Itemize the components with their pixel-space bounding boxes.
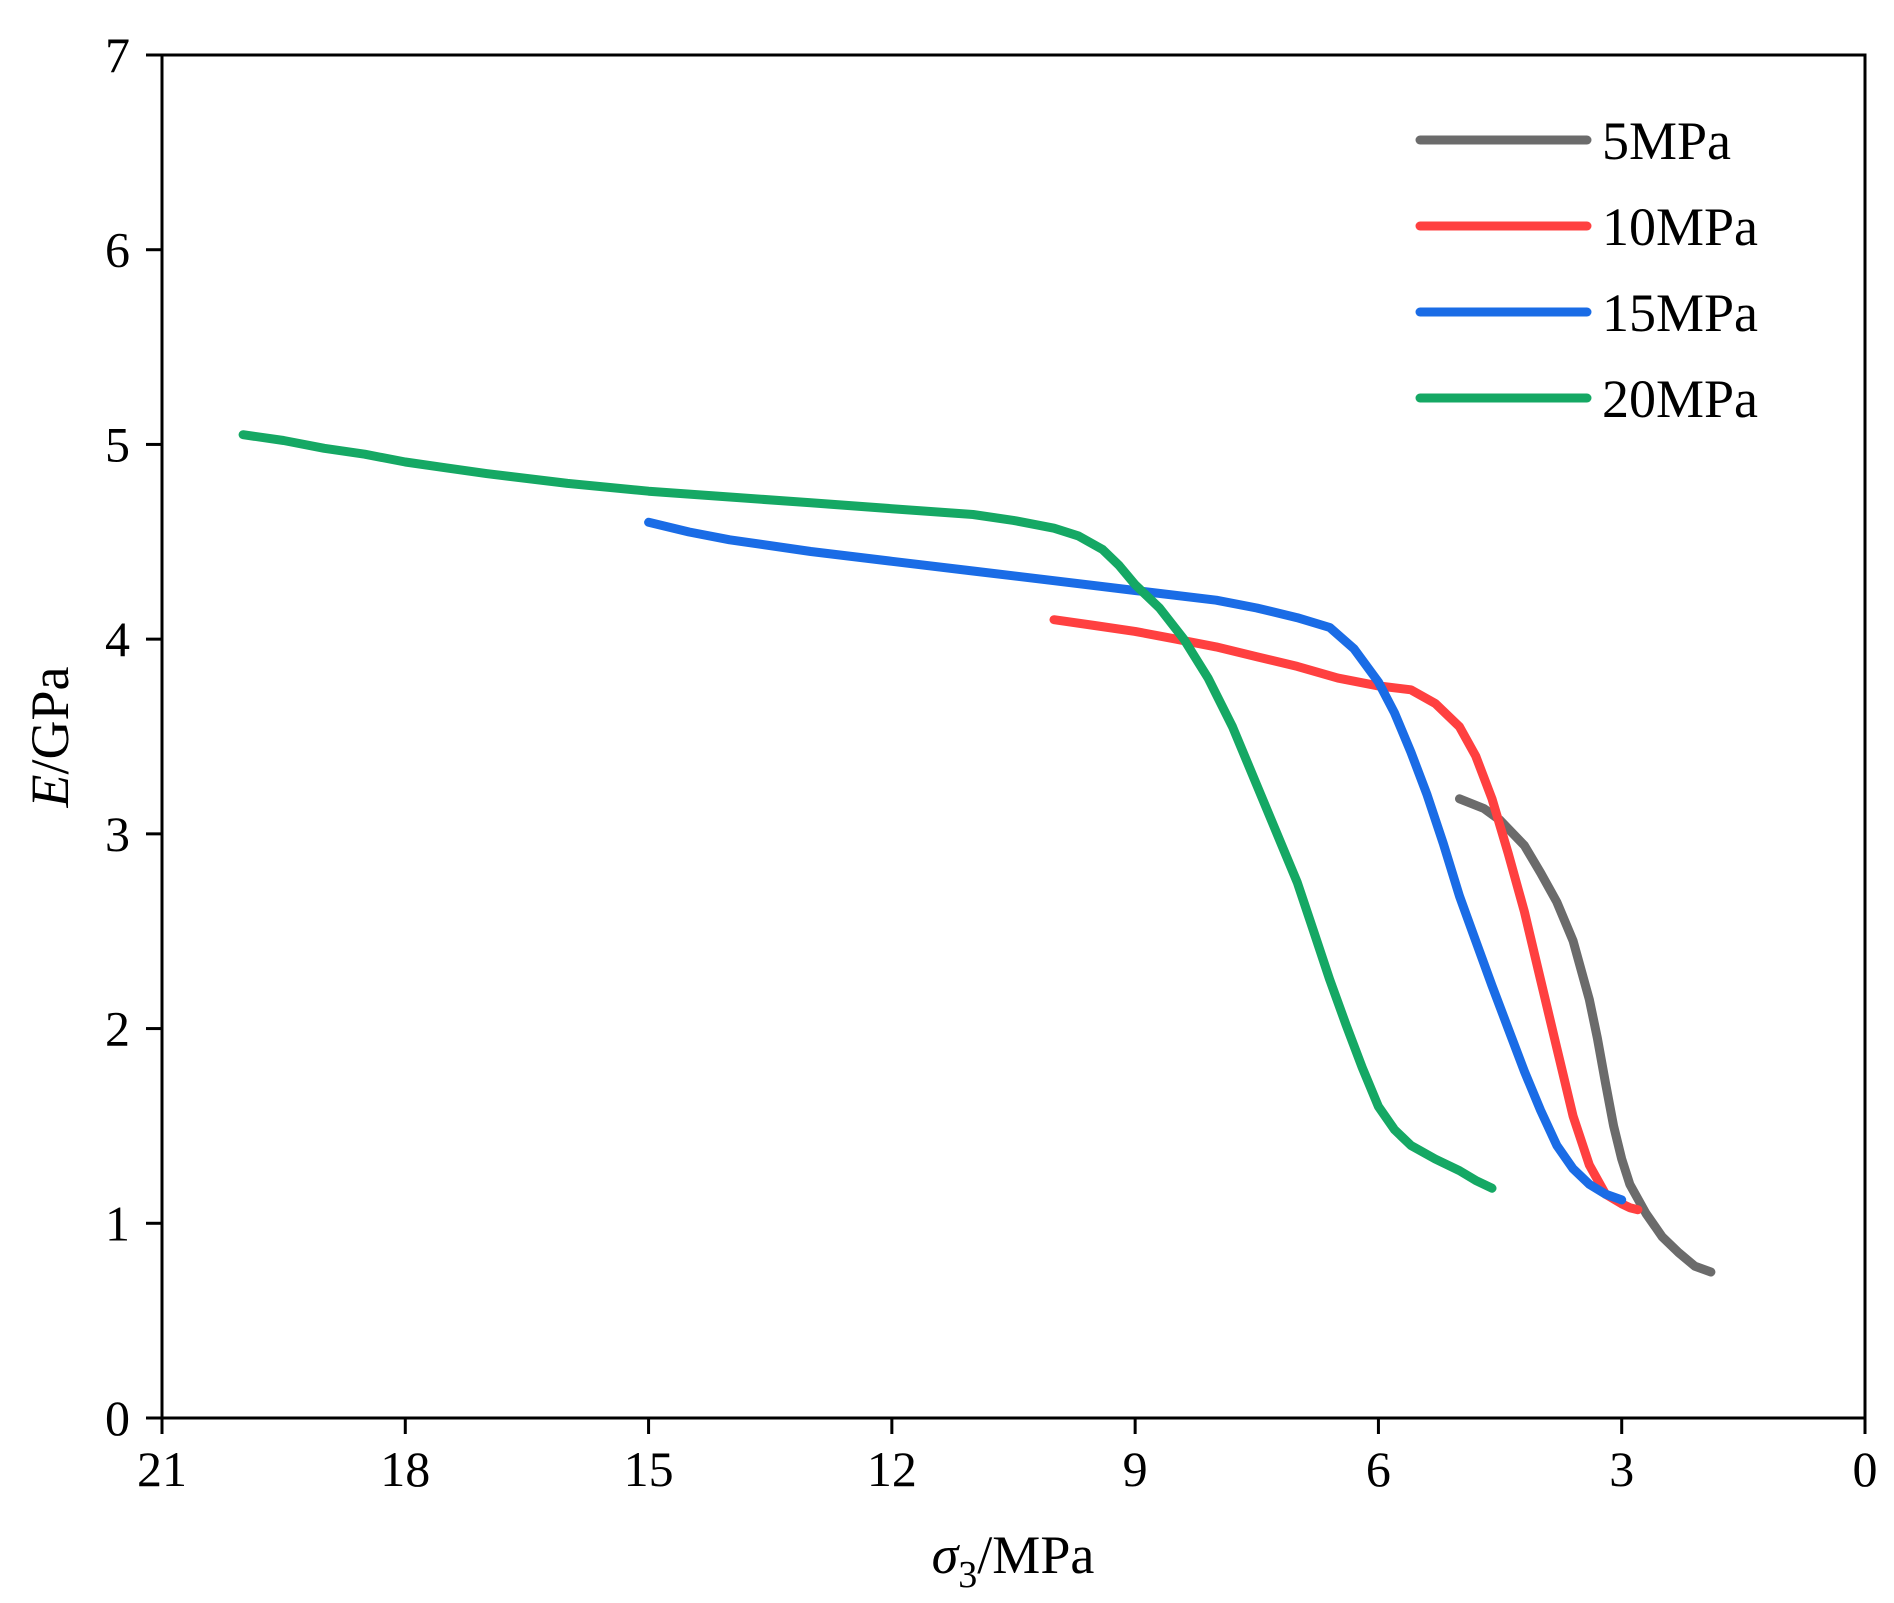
y-axis-title: E/GPa <box>20 666 80 808</box>
x-axis-title: σ3/MPa <box>932 1525 1095 1596</box>
plot-frame <box>160 53 1867 1420</box>
series-line-5MPa <box>1455 794 1716 1277</box>
plot-marks <box>238 430 1716 1277</box>
y-tick-label: 6 <box>105 222 130 278</box>
y-tick-label: 5 <box>105 416 130 472</box>
x-tick-label: 3 <box>1609 1441 1634 1497</box>
y-axis: 0 1 2 3 4 5 6 7 <box>105 27 162 1446</box>
y-tick-label: 4 <box>105 611 130 667</box>
y-tick-label: 2 <box>105 1001 130 1057</box>
x-tick-label: 12 <box>867 1441 917 1497</box>
series-line-15MPa <box>644 517 1627 1205</box>
x-tick-label: 0 <box>1853 1441 1878 1497</box>
x-tick-label: 18 <box>380 1441 430 1497</box>
y-axis-symbol: E <box>20 775 80 809</box>
y-axis-unit: /GPa <box>20 666 80 774</box>
y-tick-label: 1 <box>105 1195 130 1251</box>
legend-label: 15MPa <box>1602 283 1758 343</box>
legend-label: 10MPa <box>1602 197 1758 257</box>
y-tick-label: 7 <box>105 27 130 83</box>
x-axis-unit: /MPa <box>977 1525 1094 1585</box>
y-tick-label: 3 <box>105 806 130 862</box>
x-tick-label: 15 <box>624 1441 674 1497</box>
legend-label: 5MPa <box>1602 111 1731 171</box>
x-axis-symbol: σ <box>932 1525 961 1585</box>
legend-label: 20MPa <box>1602 369 1758 429</box>
x-tick-label: 21 <box>137 1441 187 1497</box>
legend: 5MPa 10MPa 15MPa 20MPa <box>1415 111 1758 429</box>
x-axis-subscript: 3 <box>958 1554 977 1596</box>
x-tick-label: 6 <box>1366 1441 1391 1497</box>
x-axis: 21 18 15 12 9 6 3 0 <box>137 1418 1878 1497</box>
x-tick-label: 9 <box>1123 1441 1148 1497</box>
series-line-10MPa <box>1049 615 1643 1215</box>
series-line-20MPa <box>238 430 1497 1193</box>
y-tick-label: 0 <box>105 1390 130 1446</box>
